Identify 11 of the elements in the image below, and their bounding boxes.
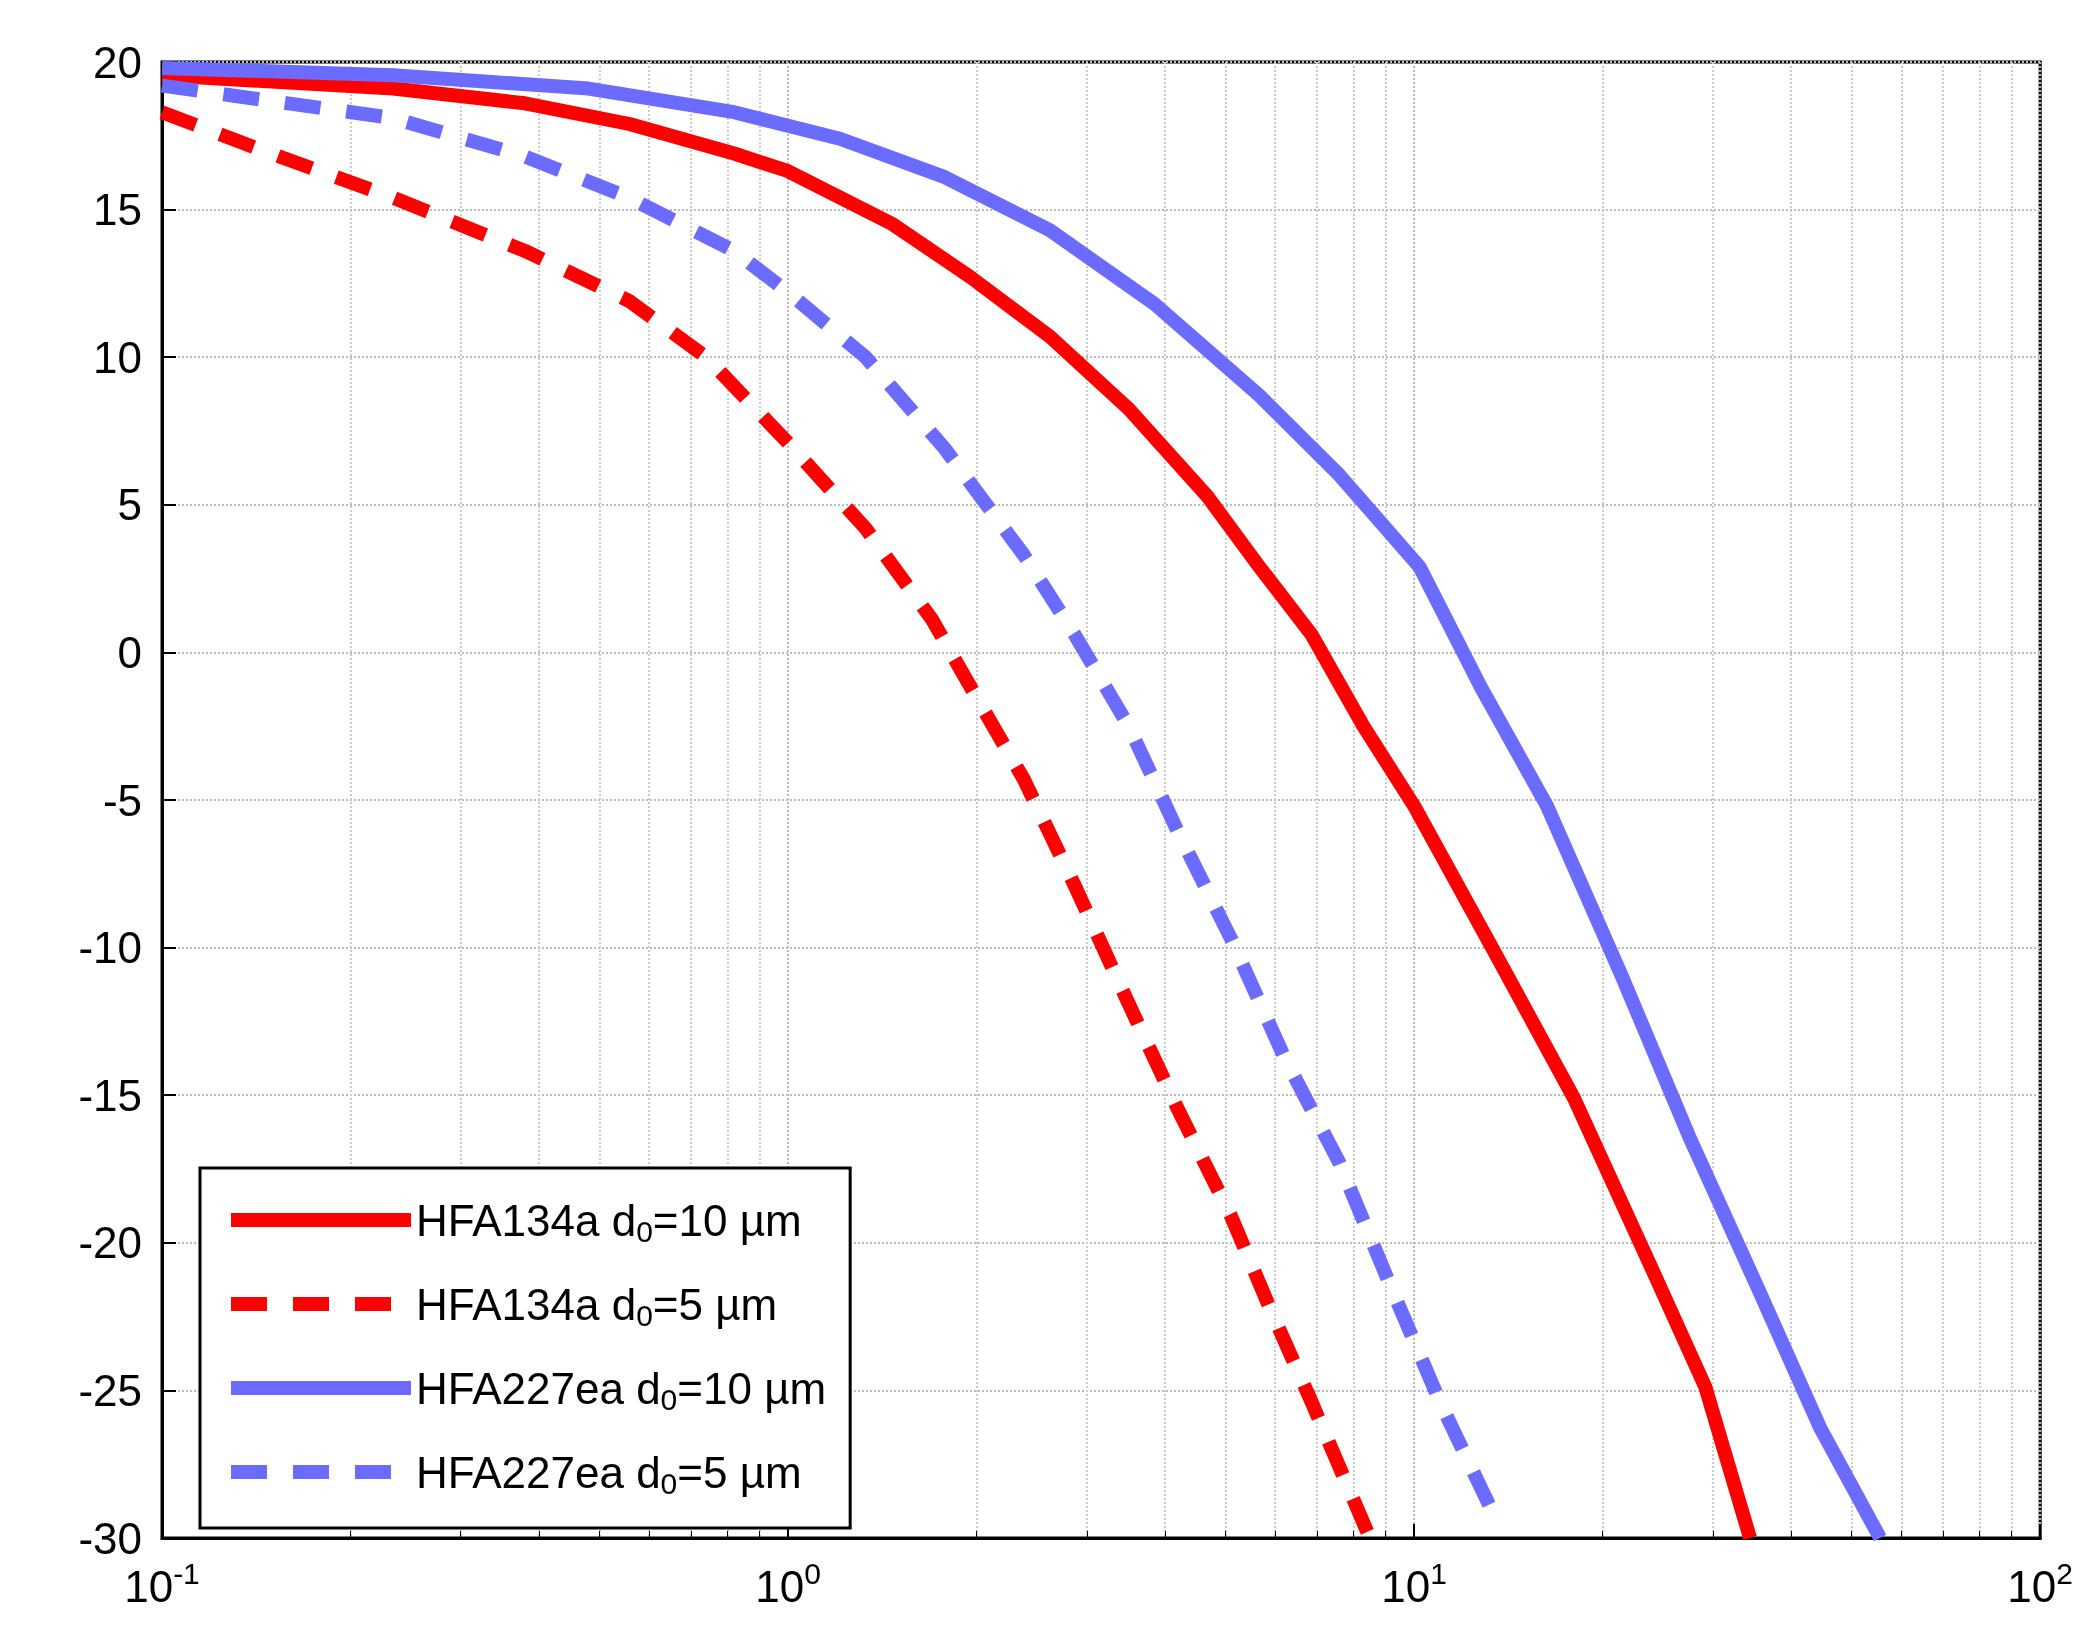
y-tick-label: 15 bbox=[93, 185, 142, 235]
y-tick-label: -30 bbox=[78, 1513, 142, 1563]
y-tick-label: 5 bbox=[117, 480, 142, 530]
y-tick-label: -10 bbox=[78, 923, 142, 973]
y-tick-label: -15 bbox=[78, 1070, 142, 1120]
y-tick-label: -5 bbox=[102, 775, 142, 825]
y-tick-label: 0 bbox=[117, 627, 142, 677]
y-tick-label: 10 bbox=[93, 332, 142, 382]
y-tick-label: 20 bbox=[93, 37, 142, 87]
y-tick-label: -25 bbox=[78, 1365, 142, 1415]
y-tick-label: -20 bbox=[78, 1218, 142, 1268]
